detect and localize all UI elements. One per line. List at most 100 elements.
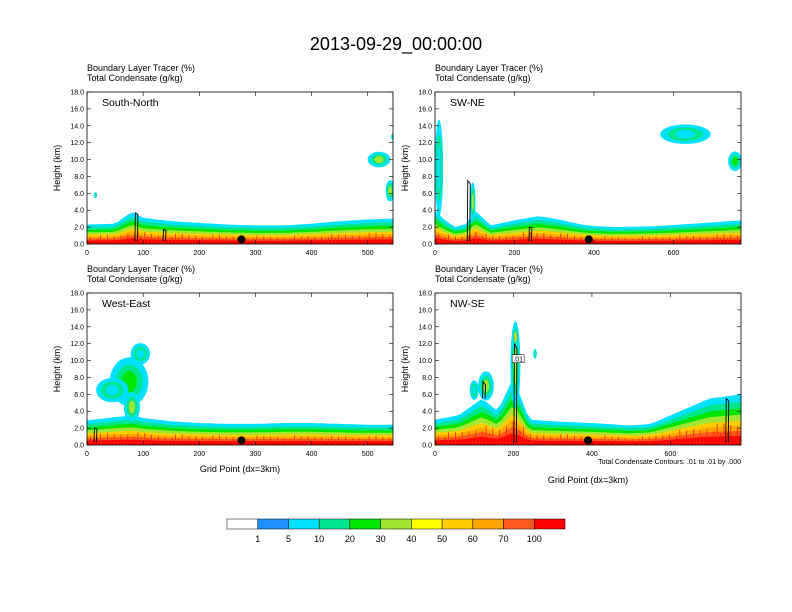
panel-subtitle-condensate: Total Condensate (g/kg) xyxy=(87,73,183,83)
y-tick-label: 12.0 xyxy=(70,341,84,348)
panel-subtitle-tracer: Boundary Layer Tracer (%) xyxy=(435,63,543,73)
x-tick-label: 500 xyxy=(362,451,374,458)
y-tick-label: 14.0 xyxy=(70,324,84,331)
colorbar: 1 5 10 20 30 40 50 60 70 100 xyxy=(226,518,566,544)
cloud-core xyxy=(128,400,136,414)
y-tick-label: 8.0 xyxy=(422,174,432,181)
y-tick-label: 6.0 xyxy=(74,191,84,198)
x-tick-label: 400 xyxy=(588,250,600,257)
panel-1: Boundary Layer Tracer (%)Total Condensat… xyxy=(400,63,742,257)
y-tick-label: 6.0 xyxy=(74,392,84,399)
y-tick-label: 18.0 xyxy=(418,291,432,298)
panel-subtitle-condensate: Total Condensate (g/kg) xyxy=(87,274,183,284)
tracer-streaks xyxy=(435,232,738,244)
y-tick-label: 10.0 xyxy=(70,358,84,365)
y-tick-label: 18.0 xyxy=(70,90,84,97)
y-tick-label: 2.0 xyxy=(422,426,432,433)
panel-0: Boundary Layer Tracer (%)Total Condensat… xyxy=(52,63,394,257)
y-axis-label: Height (km) xyxy=(400,145,410,192)
condensate-contour xyxy=(466,179,471,242)
y-tick-label: 10.0 xyxy=(418,157,432,164)
plot-frame xyxy=(86,292,394,446)
y-tick-label: 12.0 xyxy=(70,140,84,147)
bl-tracer-band xyxy=(435,433,741,445)
cloud-core xyxy=(472,385,476,395)
cloud-core xyxy=(105,384,119,396)
x-tick-label: 0 xyxy=(85,451,89,458)
y-axis-label: Height (km) xyxy=(52,346,62,393)
colorbar-swatch xyxy=(441,518,474,530)
tracer-streaks xyxy=(87,432,391,445)
cloud-core xyxy=(482,379,490,393)
plot-frame xyxy=(86,91,394,245)
y-tick-label: 10.0 xyxy=(418,358,432,365)
colorbar-swatch xyxy=(226,518,258,530)
y-tick-label: 14.0 xyxy=(418,123,432,130)
contour-label-box xyxy=(511,354,525,363)
y-axis-label: Height (km) xyxy=(400,346,410,393)
y-tick-label: 8.0 xyxy=(74,174,84,181)
y-tick-label: 6.0 xyxy=(422,191,432,198)
y-tick-label: 16.0 xyxy=(70,106,84,113)
plot-frame xyxy=(434,91,742,245)
figure-title: 2013-09-29_00:00:00 xyxy=(310,34,482,55)
condensate-contour xyxy=(162,229,167,242)
contour-note: Total Condensate Contours: .01 to .01 by… xyxy=(598,459,741,466)
colorbar-swatch xyxy=(411,518,443,530)
x-tick-label: 200 xyxy=(193,451,205,458)
cloud-core xyxy=(675,130,696,139)
y-tick-label: 4.0 xyxy=(422,409,432,416)
y-tick-label: 16.0 xyxy=(418,106,432,113)
y-tick-label: 2.0 xyxy=(74,225,84,232)
y-axis-label: Height (km) xyxy=(52,145,62,192)
x-tick-label: 200 xyxy=(508,451,520,458)
plot-area xyxy=(435,92,741,244)
condensate-contour xyxy=(528,226,533,242)
location-marker xyxy=(584,436,592,445)
y-tick-label: 0.0 xyxy=(74,242,84,249)
colorbar-label: 40 xyxy=(406,534,416,544)
y-tick-label: 6.0 xyxy=(422,392,432,399)
location-marker xyxy=(237,436,246,445)
colorbar-swatch xyxy=(380,518,412,530)
colorbar-swatch xyxy=(534,518,566,530)
panels: Boundary Layer Tracer (%)Total Condensat… xyxy=(52,63,742,485)
colorbar-swatch xyxy=(257,518,289,530)
colorbar-swatch xyxy=(318,518,351,530)
condensate-contour xyxy=(482,380,486,399)
x-tick-label: 0 xyxy=(433,451,437,458)
y-tick-label: 0.0 xyxy=(422,242,432,249)
x-tick-label: 100 xyxy=(137,250,149,257)
colorbar-label: 5 xyxy=(286,534,291,544)
colorbar-label: 10 xyxy=(314,534,324,544)
cloud-core xyxy=(732,157,738,166)
colorbar-swatch xyxy=(472,518,504,530)
x-axis-label: Grid Point (dx=3km) xyxy=(548,475,628,485)
plot-area xyxy=(87,293,393,445)
plot-area: .01 xyxy=(435,293,741,445)
panel-subtitle-condensate: Total Condensate (g/kg) xyxy=(435,274,531,284)
colorbar-label: 20 xyxy=(345,534,355,544)
y-tick-label: 18.0 xyxy=(418,90,432,97)
y-tick-label: 18.0 xyxy=(70,291,84,298)
panel-subtitle-tracer: Boundary Layer Tracer (%) xyxy=(435,264,543,274)
x-axis-label: Grid Point (dx=3km) xyxy=(200,464,280,474)
x-tick-label: 500 xyxy=(362,250,374,257)
tracer-streaks xyxy=(87,231,391,244)
y-tick-label: 12.0 xyxy=(418,341,432,348)
panel-label: NW-SE xyxy=(450,298,485,310)
y-tick-label: 8.0 xyxy=(74,375,84,382)
location-marker xyxy=(237,235,246,244)
x-tick-label: 600 xyxy=(665,451,677,458)
y-tick-label: 14.0 xyxy=(70,123,84,130)
y-tick-label: 4.0 xyxy=(74,208,84,215)
y-tick-label: 16.0 xyxy=(418,307,432,314)
condensate-contour xyxy=(93,427,98,443)
panel-2: Boundary Layer Tracer (%)Total Condensat… xyxy=(52,264,394,474)
panel-label: West-East xyxy=(102,298,150,310)
contour-label: .01 xyxy=(513,357,523,364)
colorbar-swatch xyxy=(288,518,320,530)
plot-frame xyxy=(434,292,742,446)
panel-subtitle-condensate: Total Condensate (g/kg) xyxy=(435,73,531,83)
